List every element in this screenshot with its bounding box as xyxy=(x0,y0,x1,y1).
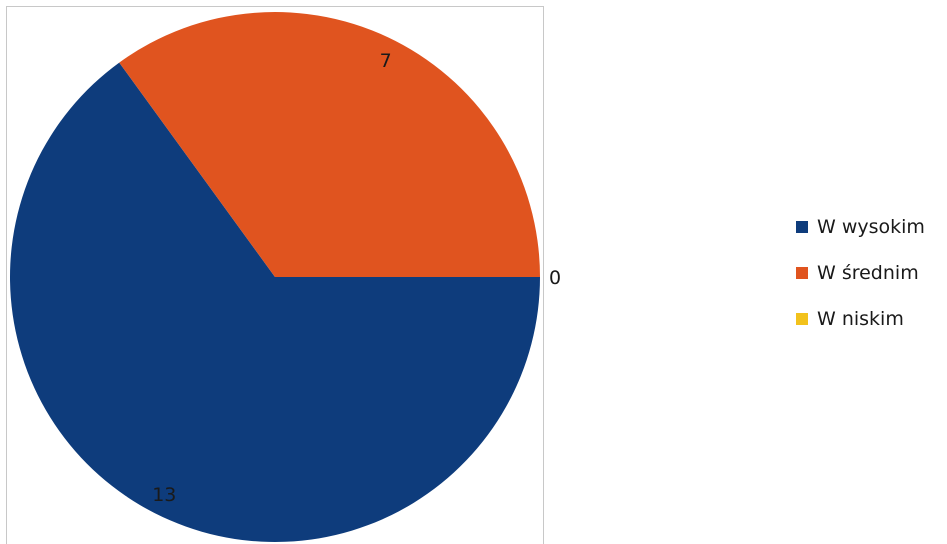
legend-label: W wysokim xyxy=(817,216,925,238)
legend-swatch xyxy=(796,267,808,279)
legend-item-w-srednim: W średnim xyxy=(796,260,925,285)
legend: W wysokim W średnim W niskim xyxy=(796,214,925,352)
legend-swatch xyxy=(796,221,808,233)
legend-item-w-niskim: W niskim xyxy=(796,306,925,331)
data-label-2: 7 xyxy=(380,50,392,72)
data-label-1: 13 xyxy=(152,484,176,506)
data-label-3: 0 xyxy=(549,267,561,289)
legend-label: W średnim xyxy=(817,262,919,284)
legend-swatch xyxy=(796,313,808,325)
legend-label: W niskim xyxy=(817,308,904,330)
legend-item-w-wysokim: W wysokim xyxy=(796,214,925,239)
